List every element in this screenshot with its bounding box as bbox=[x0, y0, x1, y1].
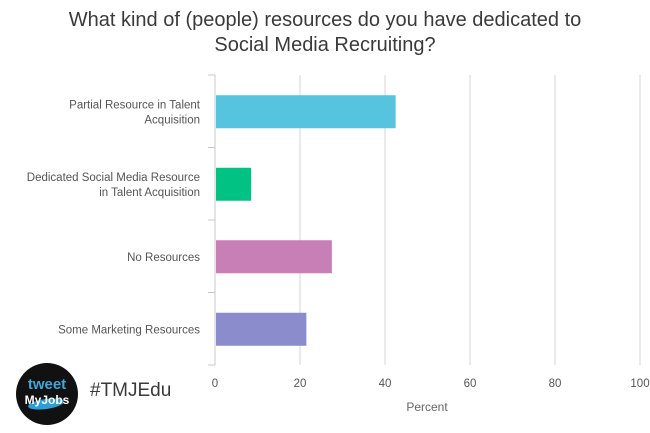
bar-3 bbox=[216, 312, 307, 346]
x-tick-label-20: 20 bbox=[294, 378, 307, 390]
category-label-1: Dedicated Social Media Resource in Talent… bbox=[27, 172, 200, 199]
logo-text-myjobs: MyJobs bbox=[25, 393, 70, 407]
category-labels: Partial Resource in Talent Acquisition Ded… bbox=[27, 99, 201, 336]
chart-title-line-2: Social Media Recruiting? bbox=[214, 34, 436, 56]
x-tick-label-60: 60 bbox=[464, 378, 477, 390]
category-label-2: No Resources bbox=[127, 252, 200, 264]
category-label-3: Some Marketing Resources bbox=[58, 324, 200, 336]
chart-title: What kind of (people) resources do you h… bbox=[0, 8, 650, 58]
x-axis-title: Percent bbox=[406, 400, 448, 414]
hashtag: #TMJEdu bbox=[90, 380, 172, 401]
x-tick-label-40: 40 bbox=[379, 378, 392, 390]
x-tick-label-100: 100 bbox=[630, 378, 649, 390]
chart-title-line-1: What kind of (people) resources do you h… bbox=[68, 9, 582, 31]
bar-0 bbox=[216, 95, 396, 129]
x-tick-label-0: 0 bbox=[212, 378, 218, 390]
logo-text-tweet: tweet bbox=[28, 376, 66, 393]
bars bbox=[216, 95, 396, 346]
x-tick-label-80: 80 bbox=[549, 378, 562, 390]
tweetmyjobs-logo-icon: tweet MyJobs bbox=[25, 376, 70, 410]
category-label-0: Partial Resource in Talent Acquisition bbox=[69, 99, 201, 126]
bar-1 bbox=[216, 167, 252, 201]
bar-2 bbox=[216, 240, 332, 274]
x-tick-labels: 0 20 40 60 80 100 bbox=[212, 378, 650, 390]
tweetmyjobs-logo: tweet MyJobs bbox=[16, 363, 78, 425]
